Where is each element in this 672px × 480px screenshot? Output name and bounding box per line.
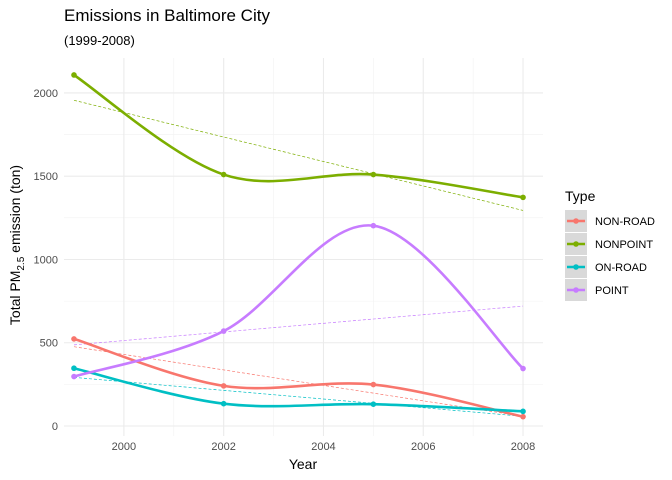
data-points bbox=[71, 72, 526, 420]
trend-line bbox=[73, 305, 524, 346]
data-point bbox=[370, 401, 377, 407]
x-axis-title: Year bbox=[289, 456, 318, 472]
y-tick-label: 1000 bbox=[34, 254, 58, 266]
y-axis-ticks: 0 500 1000 1500 2000 bbox=[34, 88, 58, 433]
data-point bbox=[71, 336, 77, 342]
data-point bbox=[520, 365, 526, 372]
trend-line bbox=[73, 377, 524, 417]
x-tick-label: 2008 bbox=[511, 441, 535, 453]
x-tick-label: 2000 bbox=[112, 441, 136, 453]
y-axis-title-subscript: 2.5 bbox=[16, 256, 27, 270]
data-point bbox=[71, 72, 77, 78]
chart-subtitle: (1999-2008) bbox=[64, 33, 135, 48]
y-tick-label: 0 bbox=[52, 421, 58, 433]
data-point bbox=[370, 171, 377, 178]
data-point bbox=[220, 383, 227, 389]
y-axis-title: Total PM2.5 emission (ton) bbox=[7, 165, 27, 325]
y-axis-title-main: Total PM bbox=[7, 271, 23, 325]
x-axis-ticks: 2000 2002 2004 2006 2008 bbox=[112, 441, 536, 453]
legend-title: Type bbox=[565, 188, 596, 204]
data-point bbox=[220, 171, 227, 178]
series-line bbox=[73, 73, 524, 199]
legend-key-point bbox=[573, 241, 579, 247]
data-point bbox=[520, 194, 526, 201]
data-point bbox=[370, 381, 377, 388]
plot-grid bbox=[64, 58, 543, 436]
y-tick-label: 500 bbox=[40, 338, 58, 350]
y-tick-label: 1500 bbox=[34, 171, 58, 183]
series-line bbox=[73, 224, 524, 378]
x-tick-label: 2004 bbox=[311, 441, 335, 453]
data-point bbox=[220, 328, 227, 334]
data-point bbox=[71, 365, 77, 372]
data-point bbox=[370, 222, 377, 229]
legend-key-point bbox=[573, 218, 579, 224]
data-point bbox=[520, 408, 526, 415]
chart-title: Emissions in Baltimore City bbox=[64, 6, 270, 25]
x-tick-label: 2002 bbox=[211, 441, 235, 453]
x-tick-label: 2006 bbox=[411, 441, 435, 453]
trend-lines bbox=[73, 99, 524, 417]
legend-label: NONPOINT bbox=[595, 239, 653, 251]
data-point bbox=[520, 413, 526, 420]
data-point bbox=[220, 400, 227, 407]
legend: Type NON-ROAD NONPOINT ON-ROAD POINT bbox=[565, 188, 655, 301]
legend-label: POINT bbox=[595, 285, 629, 297]
series-line bbox=[73, 337, 524, 418]
y-axis-title-unit: emission (ton) bbox=[7, 165, 23, 257]
legend-label: ON-ROAD bbox=[595, 262, 647, 274]
trend-line bbox=[73, 99, 524, 211]
data-point bbox=[71, 373, 77, 380]
series-lines bbox=[73, 73, 524, 418]
y-tick-label: 2000 bbox=[34, 88, 58, 100]
legend-key-point bbox=[573, 264, 579, 270]
series-line bbox=[73, 366, 524, 413]
legend-key-point bbox=[573, 287, 579, 293]
legend-label: NON-ROAD bbox=[595, 216, 655, 228]
